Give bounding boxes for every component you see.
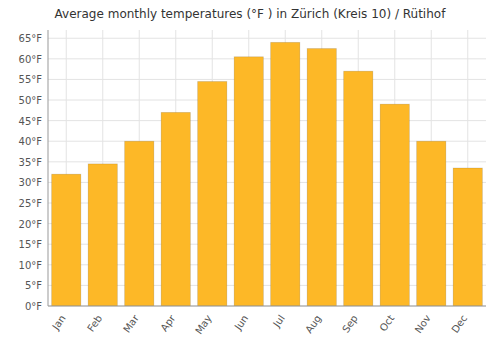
tick-label: Mar xyxy=(121,312,141,334)
bars xyxy=(52,42,483,306)
grid xyxy=(48,30,486,306)
tick-label: Sep xyxy=(340,313,360,335)
tick-label: Apr xyxy=(158,312,177,333)
grid-line xyxy=(48,79,486,80)
tick-label: May xyxy=(193,313,214,336)
bar xyxy=(88,164,117,306)
tick-label: 65°F xyxy=(19,33,43,44)
grid-line xyxy=(48,120,486,121)
bar xyxy=(307,49,336,306)
tick-label: 25°F xyxy=(19,198,43,209)
bar xyxy=(52,174,81,306)
tick-label: 45°F xyxy=(19,116,43,127)
chart: Average monthly temperatures (°F ) in Zü… xyxy=(0,0,500,350)
tick-label: 50°F xyxy=(19,95,43,106)
tick-label: 35°F xyxy=(19,157,43,168)
bar xyxy=(344,71,373,306)
tick-label: 55°F xyxy=(19,74,43,85)
tick-label: 30°F xyxy=(19,177,43,188)
bar xyxy=(453,168,482,306)
tick-label: Dec xyxy=(449,313,469,335)
grid-line xyxy=(48,38,486,39)
tick-label: 15°F xyxy=(19,239,43,250)
tick-label: Aug xyxy=(303,313,323,335)
x-axis-line xyxy=(48,306,486,307)
tick-label: Jun xyxy=(232,313,251,333)
title: Average monthly temperatures (°F ) in Zü… xyxy=(55,7,447,21)
tick-label: Feb xyxy=(85,313,104,334)
grid-line xyxy=(48,58,486,59)
tick-label: 60°F xyxy=(19,54,43,65)
bar xyxy=(161,112,190,306)
tick-label: Jul xyxy=(270,313,287,330)
bar xyxy=(234,57,263,306)
grid-line xyxy=(48,100,486,101)
tick-label: 0°F xyxy=(25,301,42,312)
bar xyxy=(417,141,446,306)
bar xyxy=(125,141,154,306)
tick-label: 20°F xyxy=(19,219,43,230)
tick-label: Nov xyxy=(413,313,433,335)
bar xyxy=(271,42,300,306)
tick-label: 40°F xyxy=(19,136,43,147)
grid-line xyxy=(48,306,486,307)
tick-label: 10°F xyxy=(19,260,43,271)
bar xyxy=(198,81,227,306)
bar xyxy=(380,104,409,306)
tick-label: 5°F xyxy=(25,280,42,291)
y-axis-line xyxy=(48,30,49,306)
tick-label: Oct xyxy=(377,313,396,334)
tick-label: Jan xyxy=(49,313,67,333)
